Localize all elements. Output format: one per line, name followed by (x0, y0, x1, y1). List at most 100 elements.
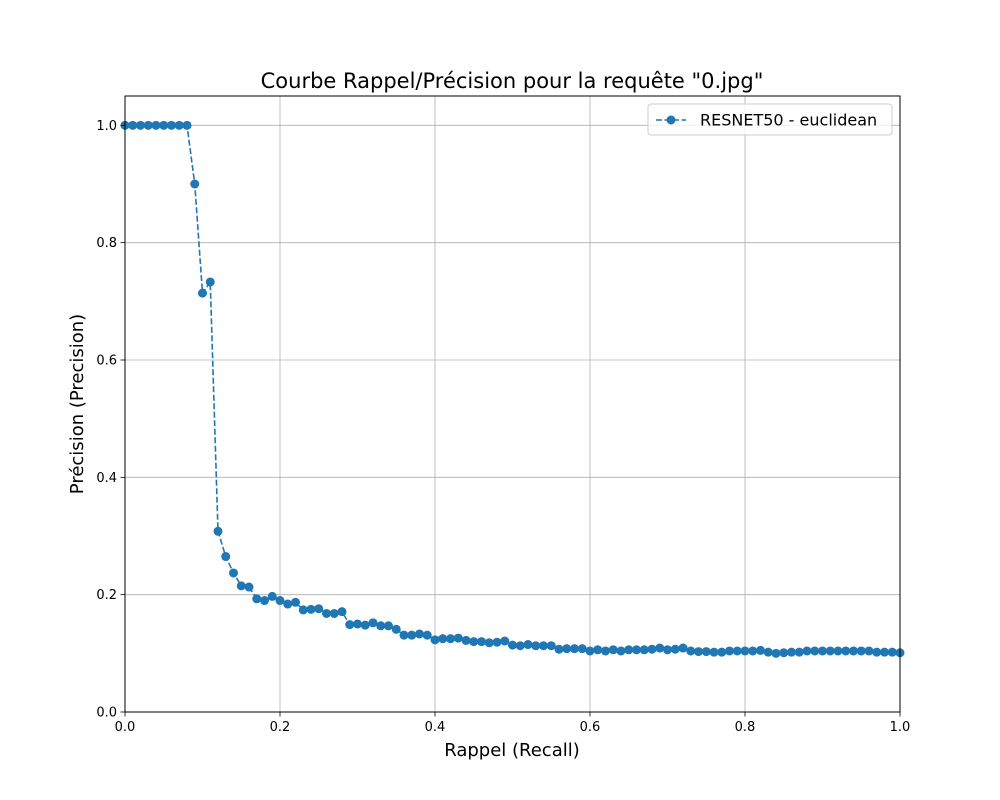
series-group (120, 120, 905, 658)
data-point (190, 179, 200, 189)
y-tick-label: 0.4 (96, 471, 117, 486)
data-point (740, 646, 750, 656)
y-axis: 0.0 0.2 0.4 0.6 0.8 1.0 (96, 119, 125, 721)
legend: RESNET50 - euclidean (647, 103, 893, 136)
data-point (531, 641, 541, 651)
x-tick-label: 0.4 (425, 720, 446, 735)
data-point (562, 644, 572, 654)
data-point (686, 646, 696, 656)
data-point (244, 582, 254, 592)
data-point (198, 288, 207, 298)
data-point (298, 605, 308, 615)
data-point (887, 647, 897, 657)
data-point (810, 646, 820, 656)
y-tick-label: 0.0 (96, 706, 117, 721)
data-point (624, 645, 634, 655)
data-point (322, 608, 331, 618)
x-axis-label: Rappel (Recall) (444, 740, 580, 761)
chart-title: Courbe Rappel/Précision pour la requête … (261, 69, 764, 93)
data-point (128, 120, 138, 130)
data-point (717, 647, 727, 657)
data-point (554, 644, 564, 654)
data-point (438, 634, 448, 644)
data-point (872, 647, 882, 657)
x-tick-label: 1.0 (890, 720, 911, 735)
x-tick-label: 0.8 (735, 720, 756, 735)
data-point (267, 591, 277, 601)
data-point (515, 641, 525, 651)
data-point (655, 643, 665, 653)
data-point (291, 597, 300, 607)
data-point (384, 621, 393, 631)
data-point (151, 120, 161, 130)
data-point (856, 646, 866, 656)
data-point (415, 629, 424, 639)
data-point (678, 643, 688, 653)
data-point (639, 645, 649, 655)
data-point (701, 647, 711, 657)
data-point (794, 647, 804, 657)
data-point (585, 646, 595, 656)
data-point (880, 647, 889, 657)
data-point (314, 604, 324, 614)
data-point (647, 644, 657, 654)
data-point (849, 646, 858, 656)
data-point (337, 607, 347, 617)
data-point (399, 630, 409, 640)
data-point (143, 120, 153, 130)
y-tick-label: 0.6 (96, 354, 117, 369)
data-point (453, 633, 463, 643)
data-point (601, 646, 610, 656)
data-point (213, 526, 223, 536)
data-point (833, 646, 843, 656)
data-point (477, 637, 486, 647)
data-point (446, 634, 455, 644)
data-point (779, 648, 789, 658)
data-point (508, 640, 517, 650)
data-point (725, 646, 734, 656)
y-tick-label: 1.0 (96, 119, 117, 134)
data-point (864, 646, 874, 656)
x-tick-label: 0.2 (270, 720, 291, 735)
data-point (616, 646, 626, 656)
data-point (500, 636, 510, 646)
data-point (360, 620, 370, 630)
data-point (748, 646, 758, 656)
data-point (539, 641, 548, 651)
data-point (492, 637, 502, 647)
x-tick-label: 0.6 (580, 720, 601, 735)
data-point (174, 120, 184, 130)
data-point (709, 647, 719, 657)
data-point (376, 621, 386, 631)
legend-box (647, 103, 893, 136)
data-point (283, 599, 293, 609)
legend-series-label: RESNET50 - euclidean (700, 111, 877, 130)
y-tick-label: 0.2 (96, 588, 117, 603)
data-point (252, 594, 262, 604)
y-axis-label: Précision (Precision) (67, 314, 88, 494)
data-point (368, 618, 378, 628)
data-point (608, 645, 618, 655)
data-point (802, 646, 812, 656)
data-point (841, 646, 851, 656)
data-point (205, 277, 215, 287)
data-point (732, 646, 742, 656)
data-point (825, 646, 835, 656)
data-point (329, 608, 339, 618)
data-point (229, 568, 238, 578)
data-point (593, 645, 603, 655)
data-point (306, 604, 316, 614)
data-point (763, 647, 773, 657)
y-tick-label: 0.8 (96, 236, 117, 251)
x-tick-label: 0.0 (115, 720, 136, 735)
data-point (182, 120, 192, 130)
data-point (236, 581, 246, 591)
data-point (391, 624, 401, 634)
data-point (694, 647, 703, 657)
data-point (570, 644, 579, 654)
data-point (771, 648, 781, 658)
x-axis: 0.0 0.2 0.4 0.6 0.8 1.0 (115, 712, 911, 735)
data-point (670, 644, 680, 654)
data-point (221, 552, 231, 562)
